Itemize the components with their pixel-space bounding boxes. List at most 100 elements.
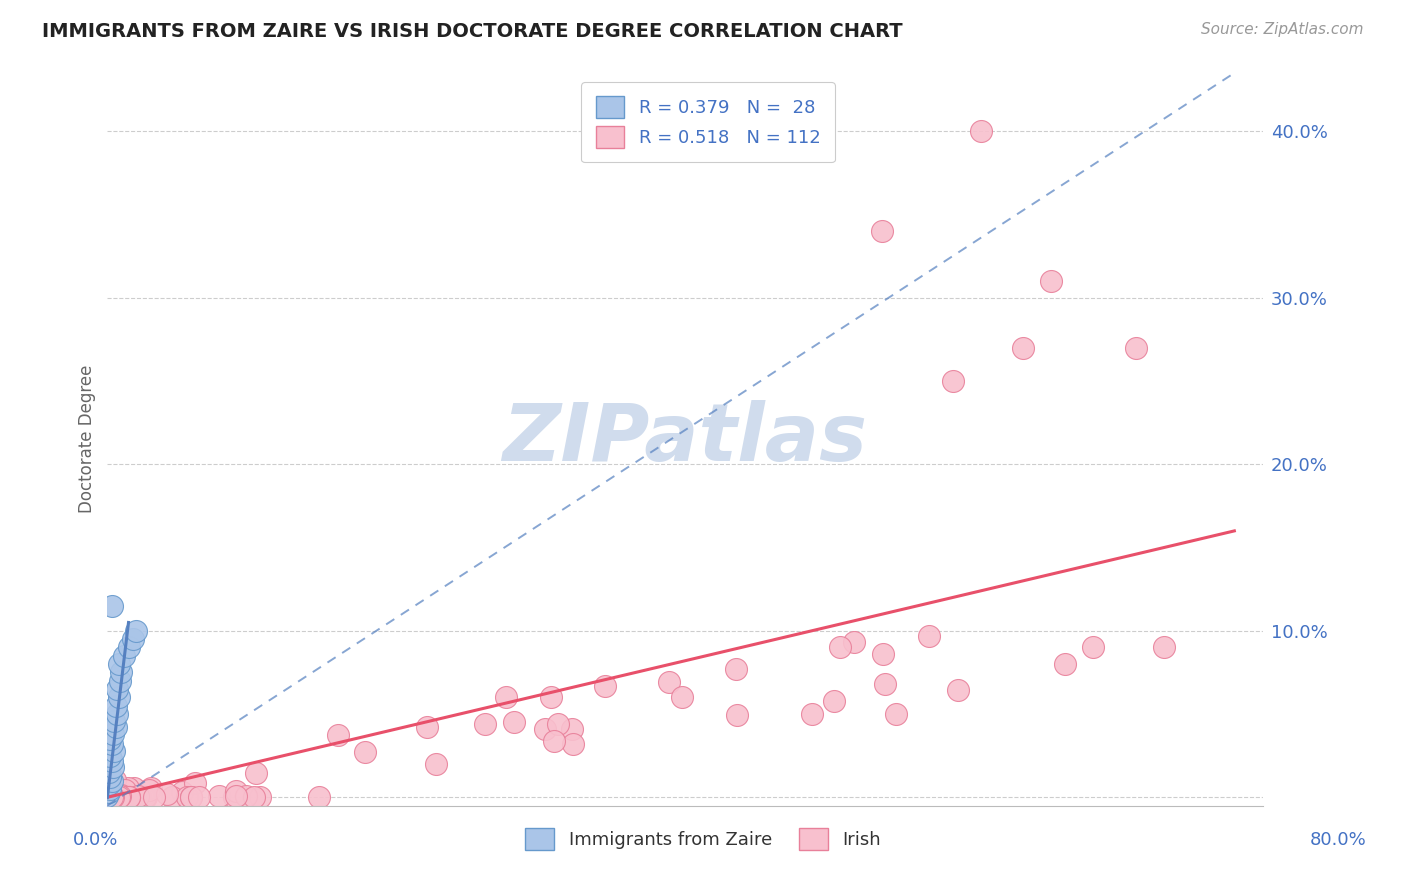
Point <box>111 789 134 804</box>
Point <box>104 698 127 713</box>
Point <box>117 640 139 655</box>
Point <box>97 785 120 799</box>
Point <box>156 787 179 801</box>
Point <box>184 776 207 790</box>
Point <box>180 790 202 805</box>
Point <box>101 760 124 774</box>
Point <box>245 765 267 780</box>
Point <box>98 780 121 795</box>
Point <box>249 789 271 804</box>
Point <box>328 728 350 742</box>
Point <box>942 374 965 388</box>
Point <box>415 720 437 734</box>
Point <box>107 789 129 804</box>
Point <box>235 789 257 804</box>
Point <box>110 790 132 805</box>
Point <box>534 723 557 737</box>
Point <box>96 789 118 803</box>
Point <box>844 635 866 649</box>
Point <box>103 744 125 758</box>
Point <box>1040 274 1063 288</box>
Point <box>122 780 145 795</box>
Point <box>111 789 134 803</box>
Text: 80.0%: 80.0% <box>1310 831 1367 849</box>
Point <box>97 789 120 804</box>
Point <box>97 790 120 805</box>
Point <box>970 124 993 138</box>
Legend: R = 0.379   N =  28, R = 0.518   N = 112: R = 0.379 N = 28, R = 0.518 N = 112 <box>581 82 835 162</box>
Point <box>97 790 120 805</box>
Point <box>97 765 120 780</box>
Point <box>134 790 156 805</box>
Point <box>138 782 160 797</box>
Point <box>132 790 155 805</box>
Point <box>354 745 377 759</box>
Point <box>243 790 266 805</box>
Point <box>110 788 132 802</box>
Point <box>107 657 129 672</box>
Point <box>180 790 202 805</box>
Point <box>96 790 118 805</box>
Point <box>725 662 748 676</box>
Point <box>873 676 896 690</box>
Point <box>110 789 132 804</box>
Point <box>100 599 122 613</box>
Point <box>127 789 149 804</box>
Point <box>593 679 616 693</box>
Point <box>101 790 124 805</box>
Point <box>117 780 139 795</box>
Point <box>96 789 118 803</box>
Point <box>124 624 146 638</box>
Point <box>105 789 128 804</box>
Point <box>129 789 152 804</box>
Point <box>823 693 845 707</box>
Point <box>96 789 118 804</box>
Point <box>105 707 128 722</box>
Point <box>125 788 148 802</box>
Point <box>105 682 128 697</box>
Point <box>104 773 127 788</box>
Point <box>97 788 120 802</box>
Point <box>187 790 209 805</box>
Point <box>107 790 129 805</box>
Text: 0.0%: 0.0% <box>73 831 118 849</box>
Point <box>425 756 447 771</box>
Text: ZIPatlas: ZIPatlas <box>502 401 868 478</box>
Point <box>98 770 121 784</box>
Point <box>120 789 142 803</box>
Point <box>725 708 748 723</box>
Point <box>115 789 138 804</box>
Point <box>100 790 122 805</box>
Point <box>225 784 247 798</box>
Text: IMMIGRANTS FROM ZAIRE VS IRISH DOCTORATE DEGREE CORRELATION CHART: IMMIGRANTS FROM ZAIRE VS IRISH DOCTORATE… <box>42 22 903 41</box>
Point <box>884 707 907 722</box>
Point <box>1054 657 1077 672</box>
Point <box>97 790 120 805</box>
Point <box>101 789 124 804</box>
Point <box>115 790 138 805</box>
Point <box>96 790 118 805</box>
Point <box>112 648 135 663</box>
Point <box>101 789 124 804</box>
Point <box>104 720 127 734</box>
Y-axis label: Doctorate Degree: Doctorate Degree <box>79 365 96 514</box>
Point <box>96 789 118 804</box>
Point <box>543 734 565 748</box>
Point <box>125 789 148 804</box>
Point <box>107 690 129 705</box>
Point <box>101 790 124 805</box>
Point <box>111 790 134 805</box>
Point <box>96 789 118 803</box>
Point <box>142 790 165 805</box>
Point <box>918 629 941 643</box>
Point <box>98 789 121 803</box>
Point <box>115 789 138 804</box>
Point <box>308 790 330 805</box>
Point <box>474 716 496 731</box>
Point <box>118 790 141 805</box>
Point <box>100 737 122 751</box>
Point <box>101 727 124 741</box>
Point <box>97 777 120 791</box>
Point <box>100 754 122 768</box>
Point <box>160 789 183 804</box>
